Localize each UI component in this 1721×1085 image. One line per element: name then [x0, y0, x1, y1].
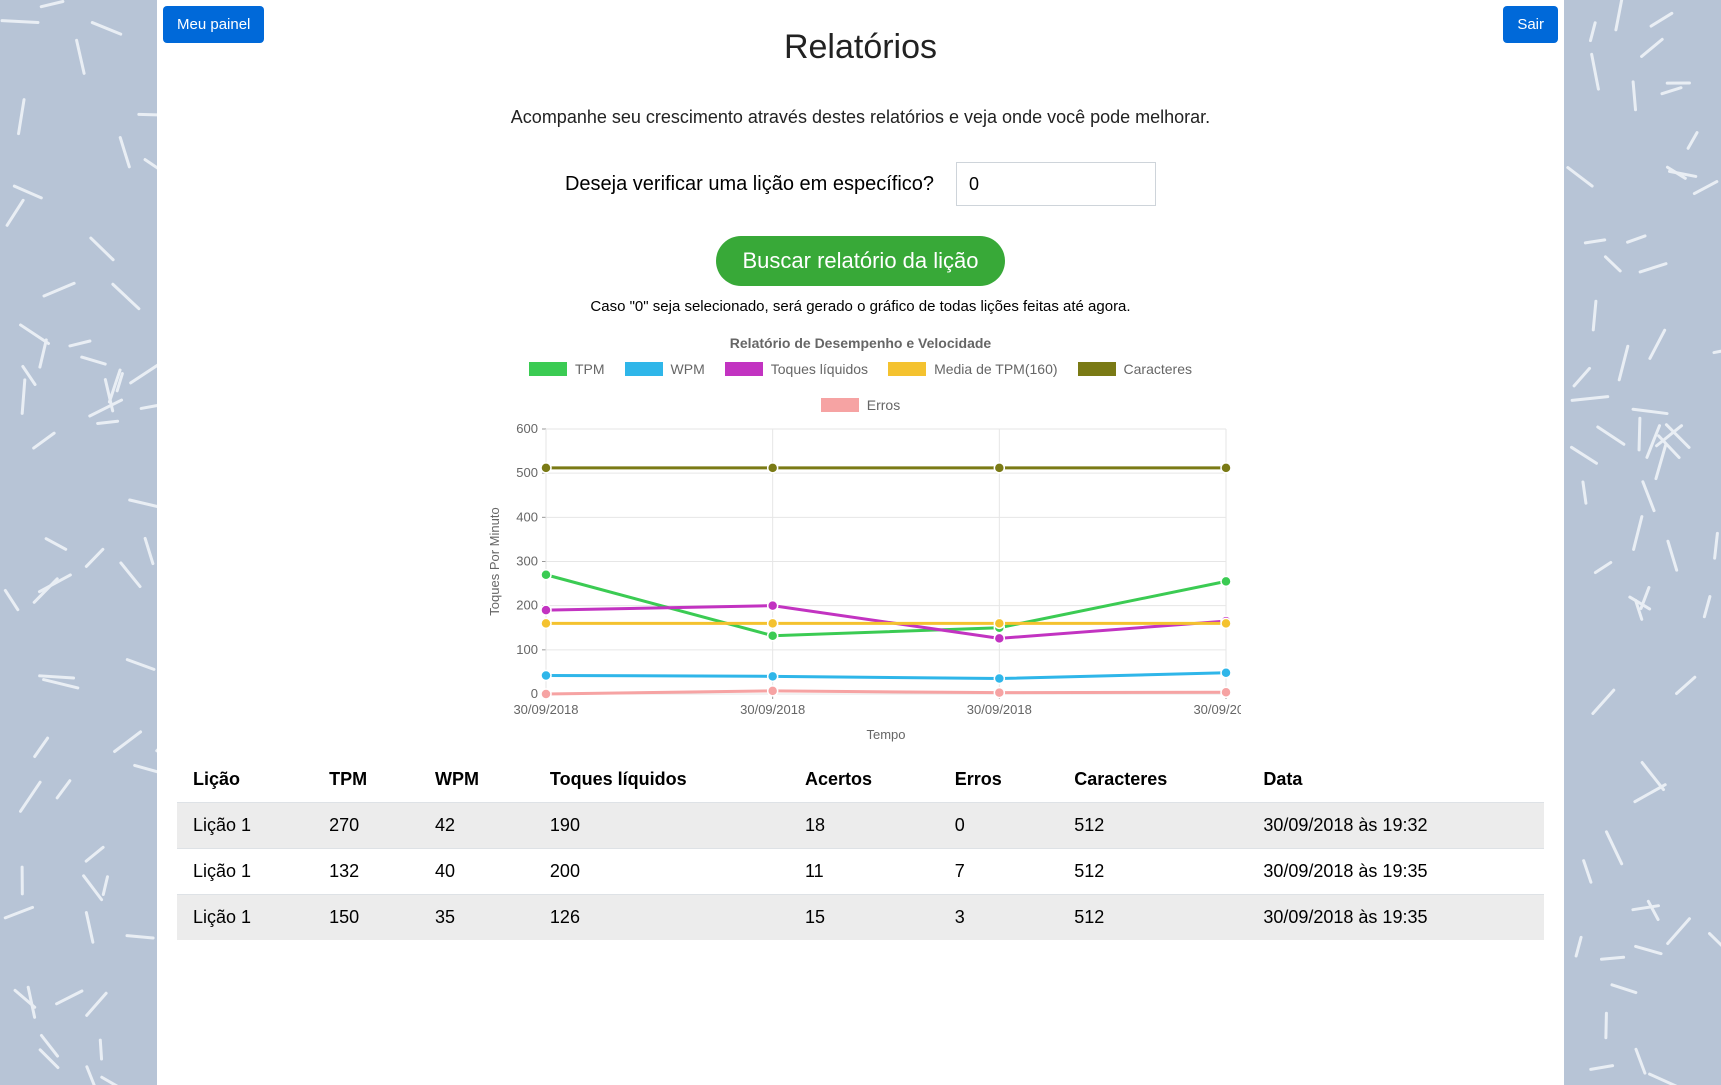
table-cell: 30/09/2018 às 19:32	[1247, 803, 1544, 849]
table-cell: Lição 1	[177, 849, 313, 895]
table-header: Toques líquidos	[534, 757, 789, 803]
legend-swatch	[529, 362, 567, 376]
right-pattern	[1564, 0, 1721, 1085]
performance-chart: 0 100 200 300 400 500 600 30/09/2018 30/09/2018 3…	[481, 419, 1241, 749]
legend-item[interactable]: Toques líquidos	[725, 361, 868, 377]
table-cell: 512	[1058, 849, 1247, 895]
table-cell: 512	[1058, 803, 1247, 849]
legend-swatch	[625, 362, 663, 376]
legend-item[interactable]: TPM	[529, 361, 605, 377]
svg-text:30/09/2018: 30/09/2018	[1193, 702, 1241, 717]
legend-swatch	[821, 398, 859, 412]
svg-text:30/09/2018: 30/09/2018	[740, 702, 805, 717]
table-row: Lição 12704219018051230/09/2018 às 19:32	[177, 803, 1544, 849]
legend-swatch	[1078, 362, 1116, 376]
table-cell: 30/09/2018 às 19:35	[1247, 895, 1544, 941]
table-header: Caracteres	[1058, 757, 1247, 803]
legend-label: WPM	[671, 361, 705, 377]
table-cell: 150	[313, 895, 419, 941]
page-title: Relatórios	[177, 28, 1544, 67]
chart-legend: TPM WPM Toques líquidos Media de TPM(160) Ca…	[481, 361, 1241, 413]
table-cell: 132	[313, 849, 419, 895]
table-row: Lição 11324020011751230/09/2018 às 19:35	[177, 849, 1544, 895]
table-header: Lição	[177, 757, 313, 803]
lesson-input[interactable]	[956, 162, 1156, 206]
legend-item[interactable]: Erros	[821, 397, 900, 413]
svg-text:200: 200	[516, 598, 538, 613]
table-cell: Lição 1	[177, 803, 313, 849]
report-table: LiçãoTPMWPMToques líquidosAcertosErrosCa…	[177, 757, 1544, 940]
table-header: TPM	[313, 757, 419, 803]
search-report-button[interactable]: Buscar relatório da lição	[716, 236, 1004, 286]
svg-text:30/09/2018: 30/09/2018	[966, 702, 1031, 717]
table-header: Acertos	[789, 757, 939, 803]
legend-label: Media de TPM(160)	[934, 361, 1057, 377]
table-cell: 190	[534, 803, 789, 849]
table-cell: 3	[939, 895, 1059, 941]
table-cell: 126	[534, 895, 789, 941]
legend-item[interactable]: Media de TPM(160)	[888, 361, 1057, 377]
table-cell: 35	[419, 895, 534, 941]
legend-label: TPM	[575, 361, 605, 377]
svg-text:300: 300	[516, 554, 538, 569]
svg-text:600: 600	[516, 421, 538, 436]
main-panel: Meu painel Sair Relatórios Acompanhe seu…	[157, 0, 1564, 1085]
exit-button[interactable]: Sair	[1503, 6, 1558, 43]
table-cell: Lição 1	[177, 895, 313, 941]
legend-item[interactable]: WPM	[625, 361, 705, 377]
table-cell: 512	[1058, 895, 1247, 941]
svg-text:Toques Por Minuto: Toques Por Minuto	[487, 507, 502, 615]
legend-item[interactable]: Caracteres	[1078, 361, 1192, 377]
legend-label: Caracteres	[1124, 361, 1192, 377]
table-cell: 30/09/2018 às 19:35	[1247, 849, 1544, 895]
svg-text:Tempo: Tempo	[866, 727, 905, 742]
search-hint: Caso "0" seja selecionado, será gerado o…	[177, 298, 1544, 315]
table-cell: 18	[789, 803, 939, 849]
legend-label: Erros	[867, 397, 900, 413]
legend-swatch	[725, 362, 763, 376]
legend-swatch	[888, 362, 926, 376]
svg-text:0: 0	[530, 686, 537, 701]
left-pattern	[0, 0, 157, 1085]
my-panel-button[interactable]: Meu painel	[163, 6, 264, 43]
svg-text:100: 100	[516, 642, 538, 657]
lesson-label: Deseja verificar uma lição em específico…	[565, 173, 934, 196]
table-cell: 200	[534, 849, 789, 895]
svg-text:400: 400	[516, 509, 538, 524]
table-cell: 42	[419, 803, 534, 849]
page-subtitle: Acompanhe seu crescimento através destes…	[177, 107, 1544, 128]
table-header: WPM	[419, 757, 534, 803]
table-row: Lição 11503512615351230/09/2018 às 19:35	[177, 895, 1544, 941]
table-cell: 40	[419, 849, 534, 895]
table-header: Data	[1247, 757, 1544, 803]
table-cell: 11	[789, 849, 939, 895]
table-cell: 7	[939, 849, 1059, 895]
table-cell: 15	[789, 895, 939, 941]
table-cell: 270	[313, 803, 419, 849]
chart-title: Relatório de Desempenho e Velocidade	[481, 335, 1241, 351]
table-header: Erros	[939, 757, 1059, 803]
legend-label: Toques líquidos	[771, 361, 868, 377]
svg-text:30/09/2018: 30/09/2018	[513, 702, 578, 717]
svg-text:500: 500	[516, 465, 538, 480]
table-cell: 0	[939, 803, 1059, 849]
